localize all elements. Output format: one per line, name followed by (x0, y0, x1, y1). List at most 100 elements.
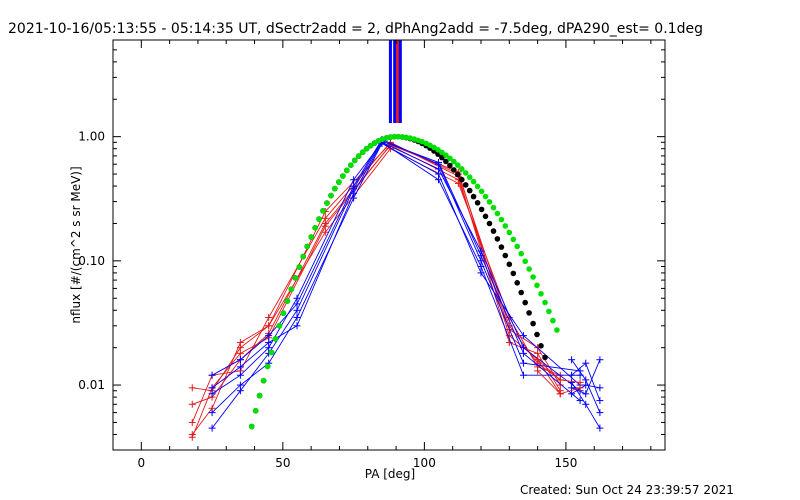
data-point-marker (435, 176, 443, 184)
series-line (211, 140, 581, 429)
fit-dot (292, 275, 299, 281)
axes-frame (112, 39, 666, 451)
fit-dot (550, 317, 556, 324)
fit-dot (514, 280, 520, 286)
data-point-marker (505, 339, 513, 347)
series-line (191, 148, 561, 435)
fit-dot (522, 258, 528, 265)
series-blue-4 (208, 137, 584, 432)
outer-point-marker (568, 378, 576, 386)
y-tick-label: 1.00 (78, 130, 105, 144)
data-point-marker (350, 176, 358, 184)
data-point-marker (208, 390, 216, 398)
fit-dot (522, 299, 528, 306)
fit-dot (490, 228, 497, 234)
fit-dot (526, 310, 532, 316)
fit-dot (316, 216, 322, 222)
outer-red-right-a (534, 356, 584, 386)
fit-dot (514, 243, 520, 250)
series-red-5 (188, 141, 564, 441)
outer-red-right-b (534, 367, 584, 398)
data-point-marker (265, 313, 273, 321)
outer-point-marker (568, 356, 576, 364)
series-line (211, 141, 581, 395)
data-point-marker (236, 371, 244, 379)
data-point-marker (188, 384, 196, 392)
series-line (211, 142, 581, 413)
fit-dot (264, 363, 271, 370)
data-point-marker (477, 263, 485, 271)
fit-dot (272, 336, 279, 342)
outer-point-marker (596, 384, 604, 392)
fit-dot (506, 261, 513, 268)
data-point-marker (293, 322, 301, 330)
fit-dot (506, 229, 513, 236)
fit-dot (498, 244, 505, 250)
series-line (191, 141, 561, 423)
series-red-2 (188, 141, 564, 408)
fit-dot (530, 274, 536, 280)
fit-dot (280, 310, 287, 317)
y-tick-label: 0.01 (78, 378, 105, 392)
fit-dot (443, 152, 449, 158)
fit-dot (355, 153, 362, 159)
fit-dot (474, 183, 481, 190)
series-line (192, 144, 561, 405)
data-point-marker (519, 332, 527, 340)
data-point-marker (208, 384, 216, 392)
x-tick-label: 100 (413, 456, 436, 470)
fit-dot (300, 253, 307, 260)
fit-dot (340, 173, 346, 179)
series-blue-1 (208, 138, 584, 398)
fit-dot (486, 220, 493, 227)
fit-dot (320, 208, 326, 214)
fit-dot (451, 167, 457, 173)
fit-dot (478, 188, 485, 195)
series-line (211, 138, 581, 376)
fit-dot (351, 157, 358, 164)
data-point-marker (236, 349, 244, 357)
fit-dot (455, 162, 461, 168)
outer-point-marker (582, 400, 590, 408)
fit-dot (308, 234, 315, 240)
outer-point-marker (534, 356, 542, 364)
fit-dot (478, 206, 485, 213)
fit-dot (542, 354, 548, 361)
x-tick-label: 50 (275, 456, 290, 470)
fit-dot (363, 145, 370, 152)
fit-dot (443, 158, 449, 165)
fit-dot (348, 162, 354, 168)
outer-blue-right-d (568, 378, 604, 432)
fit-dot (395, 133, 402, 140)
data-point-marker (321, 228, 329, 236)
data-point-marker (236, 339, 244, 347)
x-tick-label: 0 (137, 456, 145, 470)
fit-dot (284, 298, 291, 304)
data-point-marker (534, 349, 542, 357)
fit-layer (248, 133, 560, 430)
data-point-marker (477, 252, 485, 260)
marker-layer (388, 40, 402, 123)
fit-dot (534, 331, 540, 338)
fit-dot (447, 155, 453, 162)
data-point-marker (188, 433, 196, 441)
data-point-marker (519, 349, 527, 357)
x-axis-label: PA [deg] (365, 467, 415, 481)
data-point-marker (321, 214, 329, 222)
outer-point-marker (582, 381, 590, 389)
fit-dot (518, 250, 524, 257)
outer-point-marker (596, 424, 604, 432)
fit-dot (510, 236, 517, 243)
fit-dot (538, 291, 544, 297)
data-point-marker (321, 222, 329, 230)
outer-point-marker (534, 367, 542, 375)
fit-dot (534, 282, 540, 289)
fit-dot (486, 199, 493, 205)
vertical-marker (398, 40, 402, 123)
fit-dot (439, 149, 445, 156)
fit-dot (336, 179, 342, 185)
fit-dot (260, 377, 267, 384)
data-point-marker (208, 424, 216, 432)
series-line (211, 141, 581, 389)
